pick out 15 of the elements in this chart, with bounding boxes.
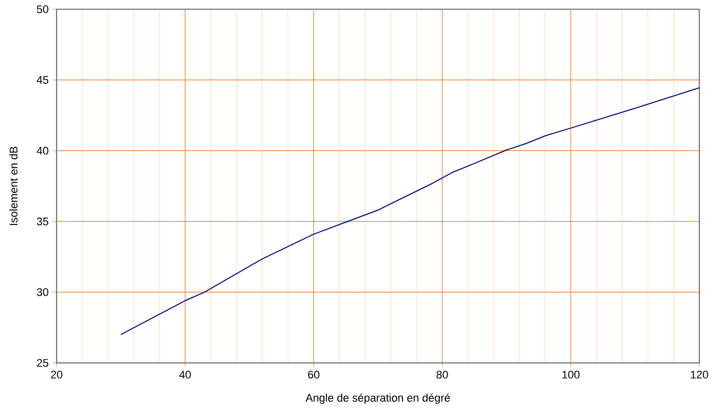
x-tick-label: 60 (308, 370, 320, 378)
y-tick-label: 40 (36, 146, 48, 154)
y-tick-label: 45 (36, 76, 48, 84)
x-tick-label: 40 (179, 370, 191, 378)
x-tick-label: 100 (562, 370, 580, 378)
x-tick-label: 120 (690, 370, 708, 378)
y-tick-label: 25 (37, 358, 48, 367)
x-axis-title: Angle de séparation en dégré (306, 393, 450, 404)
x-tick-label: 20 (51, 370, 62, 378)
y-tick-label: 35 (36, 217, 48, 226)
y-axis-title: Isolement en dB (9, 146, 18, 225)
y-tick-label: 30 (36, 288, 48, 296)
y-tick-label: 50 (36, 5, 48, 14)
line-series (120, 87, 700, 335)
x-tick-label: 80 (436, 370, 448, 378)
